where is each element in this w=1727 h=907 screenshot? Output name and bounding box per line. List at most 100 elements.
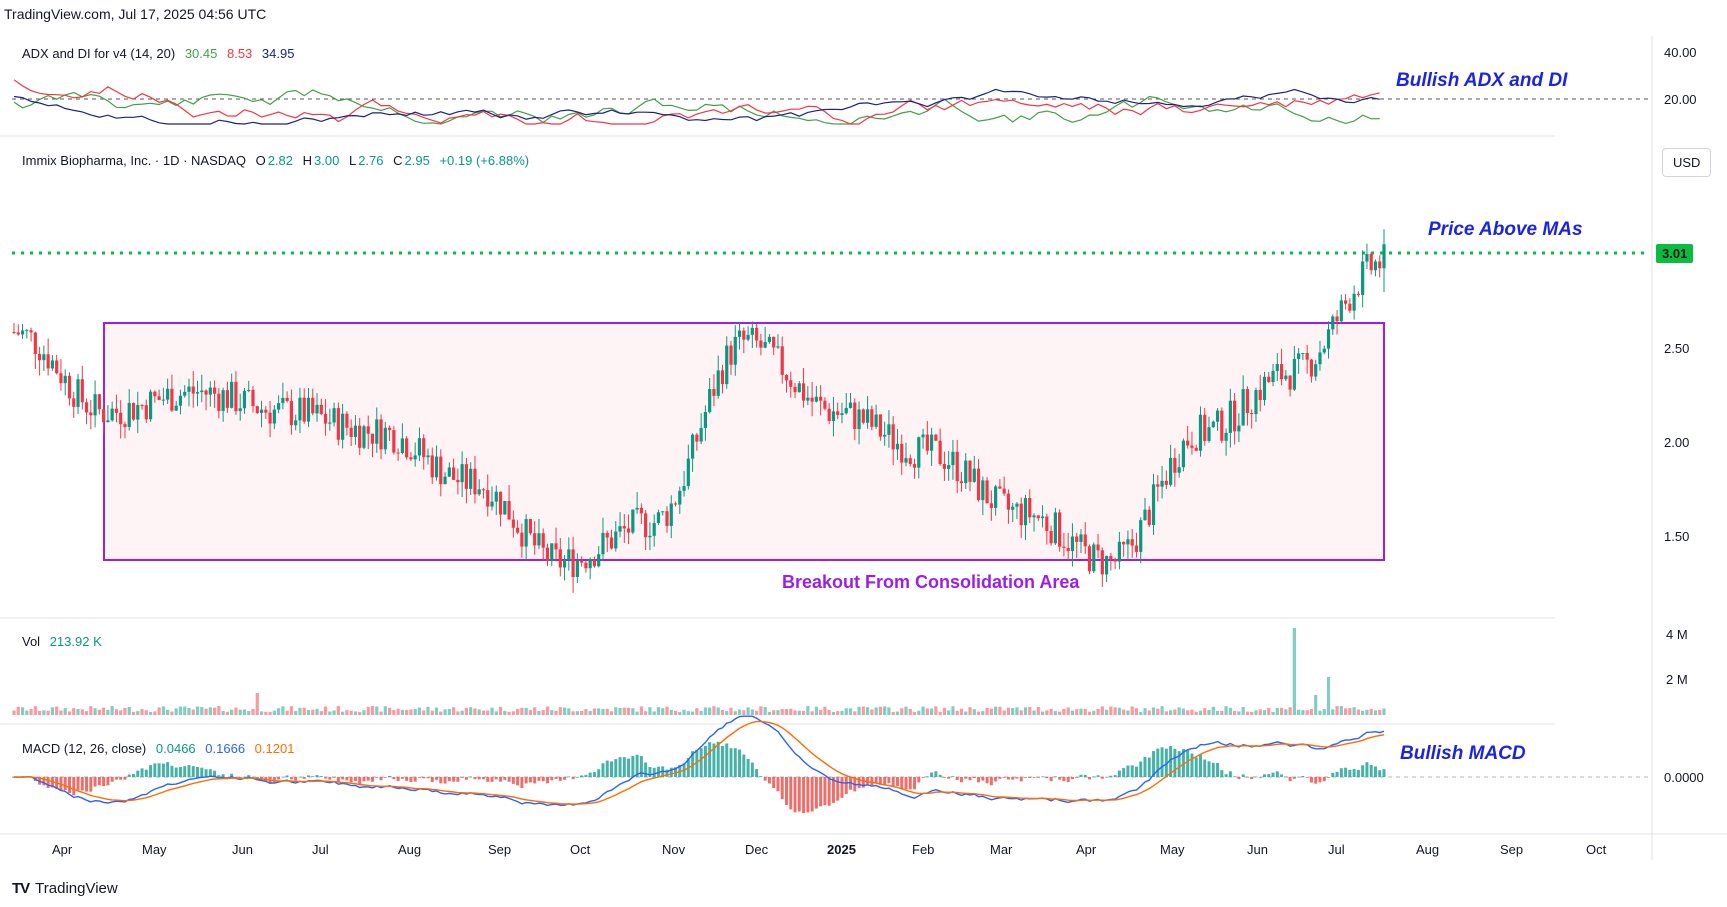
volume-bar <box>836 711 840 715</box>
macd-histogram-bar <box>388 775 392 777</box>
candle-body <box>439 456 443 485</box>
volume-bar <box>1070 710 1075 715</box>
volume-bar <box>336 706 340 715</box>
volume-bar <box>511 711 515 715</box>
currency-button[interactable]: USD <box>1662 148 1712 177</box>
macd-histogram-bar <box>584 775 588 777</box>
macd-legend[interactable]: MACD (12, 26, close) 0.0466 0.1666 0.120… <box>22 741 300 756</box>
macd-histogram-bar <box>776 777 780 792</box>
volume-bar <box>409 709 413 715</box>
macd-histogram-bar <box>1288 777 1292 782</box>
candle-body <box>1075 536 1079 542</box>
macd-histogram-bar <box>618 757 622 777</box>
candle-body <box>767 336 772 342</box>
candle-body <box>682 486 686 491</box>
tradingview-logo: TV <box>12 880 30 897</box>
candle-body <box>272 409 276 424</box>
candle-body <box>968 460 972 482</box>
macd-histogram-bar <box>567 776 571 778</box>
candle-body <box>153 391 157 397</box>
candle-body <box>362 426 366 448</box>
volume-bar <box>1343 708 1348 715</box>
macd-histogram-bar <box>435 777 439 780</box>
candle-body <box>12 332 16 333</box>
macd-histogram-bar <box>784 777 788 805</box>
macd-histogram-bar <box>720 745 724 777</box>
volume-bar <box>1134 708 1139 715</box>
candle-body <box>50 360 55 369</box>
candle-body <box>1096 544 1100 551</box>
time-label: Dec <box>745 842 769 857</box>
volume-bar <box>934 706 938 715</box>
candle-body <box>1267 376 1271 382</box>
volume-bar <box>353 711 358 715</box>
volume-bar <box>571 711 575 715</box>
volume-bar <box>1049 708 1053 715</box>
candle-body <box>1373 261 1378 271</box>
volume-bar <box>742 710 746 715</box>
macd-histogram-bar <box>729 748 733 777</box>
footer-brand[interactable]: TV TradingView <box>12 880 118 897</box>
candle-body <box>298 397 302 421</box>
macd-histogram-bar <box>802 777 806 814</box>
volume-bar <box>1271 711 1275 715</box>
volume-bar <box>793 710 797 715</box>
candle-body <box>1271 370 1275 382</box>
candle-body <box>1194 447 1198 451</box>
macd-annotation: Bullish MACD <box>1400 743 1526 764</box>
volume-bar <box>1173 709 1177 715</box>
di-plus-value: 34.95 <box>261 46 295 61</box>
macd-histogram-bar <box>1262 774 1266 777</box>
candle-body <box>1156 484 1160 487</box>
volume-bar <box>430 710 434 715</box>
candle-body <box>204 390 208 395</box>
candle-body <box>904 458 908 463</box>
adx-legend[interactable]: ADX and DI for v4 (14, 20) 30.45 8.53 34… <box>22 46 300 61</box>
candle-body <box>819 396 823 401</box>
volume-legend[interactable]: Vol 213.92 K <box>22 634 108 649</box>
macd-histogram-bar <box>772 777 776 789</box>
ohlc-high-label: H <box>302 153 313 168</box>
candle-body <box>1352 293 1356 311</box>
volume-bar <box>1109 706 1113 715</box>
candle-body <box>55 360 59 374</box>
candle-body <box>481 489 486 491</box>
volume-bar <box>669 709 673 715</box>
candle-body <box>562 559 567 568</box>
volume-bar <box>89 706 93 715</box>
macd-histogram-bar <box>413 777 417 782</box>
macd-histogram-bar <box>1088 777 1092 780</box>
candle-body <box>908 458 912 465</box>
macd-histogram-bar <box>1134 766 1138 777</box>
candle-body <box>29 330 33 333</box>
volume-bar <box>729 707 733 715</box>
candle-body <box>20 330 25 335</box>
price-legend[interactable]: Immix Biopharma, Inc. · 1D · NASDAQ O 2.8… <box>22 153 535 168</box>
candle-body <box>114 408 119 413</box>
candle-body <box>119 412 123 425</box>
macd-histogram-bar <box>597 769 601 777</box>
candle-body <box>174 405 178 411</box>
volume-bar <box>1318 710 1322 715</box>
macd-histogram-bar <box>742 754 746 777</box>
macd-histogram-bar <box>1032 777 1036 778</box>
candle-body <box>349 427 353 437</box>
macd-histogram-bar <box>755 769 759 777</box>
candle-body <box>183 391 187 396</box>
volume-bar <box>622 707 626 715</box>
candle-body <box>1233 400 1237 432</box>
volume-bar <box>1207 709 1211 715</box>
macd-histogram-bar <box>1245 776 1249 778</box>
volume-bar <box>797 710 801 715</box>
volume-value: 213.92 K <box>49 634 102 649</box>
candle-body <box>511 519 515 528</box>
candle-body <box>319 404 323 414</box>
volume-bar <box>217 706 221 715</box>
volume-bar <box>1301 710 1305 715</box>
volume-bar <box>302 707 306 715</box>
candle-body <box>200 390 204 393</box>
candle-body <box>865 409 870 423</box>
macd-histogram-bar <box>524 777 528 784</box>
